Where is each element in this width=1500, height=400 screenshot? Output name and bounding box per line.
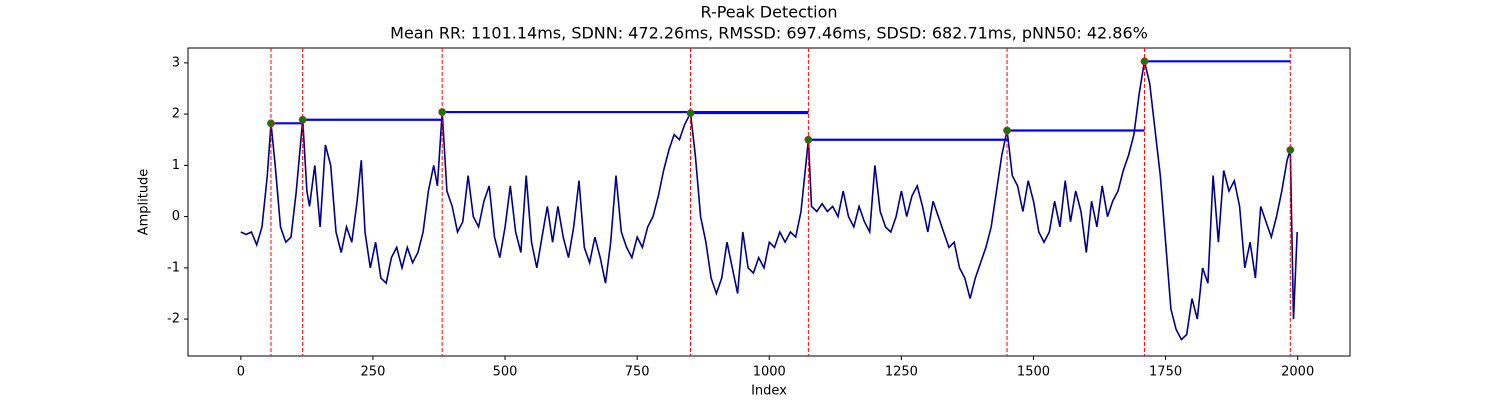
x-tick-label: 750 [625, 365, 650, 380]
y-tick-label: 0 [172, 209, 180, 224]
plot-area [187, 47, 1351, 357]
y-tick-label: 3 [172, 55, 180, 70]
peak-point [804, 135, 813, 144]
chart-title: R-Peak Detection [700, 3, 837, 22]
peak-point [298, 115, 307, 124]
x-tick-label: 1500 [1017, 365, 1050, 380]
peak-point [686, 109, 695, 117]
signal-line [240, 61, 1298, 341]
chart-subtitle: Mean RR: 1101.14ms, SDNN: 472.26ms, RMSS… [390, 24, 1148, 43]
y-axis-label: Amplitude [137, 169, 152, 236]
y-tick-label: -2 [167, 312, 180, 327]
peak-point [1286, 146, 1295, 154]
x-tick-label: 2000 [1281, 365, 1314, 380]
x-tick-label: 500 [493, 365, 518, 380]
x-tick-label: 1250 [885, 365, 918, 380]
x-tick-label: 1750 [1149, 365, 1182, 380]
peak-point [267, 119, 275, 128]
x-tick-label: 1000 [753, 365, 786, 380]
x-axis-label: Index [751, 384, 787, 399]
x-tick-label: 0 [237, 365, 245, 380]
peak-point [438, 108, 447, 116]
peak-point [1140, 57, 1149, 66]
y-tick-label: 1 [172, 158, 180, 173]
y-tick-label: 2 [172, 107, 180, 122]
peak-point [1003, 126, 1011, 135]
x-tick-label: 250 [361, 365, 386, 380]
y-tick-label: -1 [167, 260, 180, 275]
